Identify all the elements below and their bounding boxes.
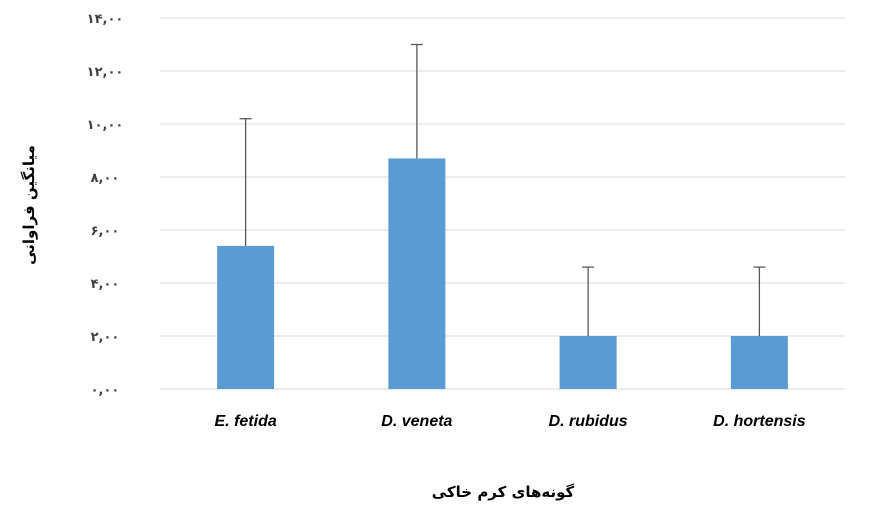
x-tick-labels: E. fetida D. veneta D. rubidus D. hortensis [215,413,806,430]
y-tick-label: ۱۲,۰۰ [87,65,124,80]
y-tick-label: ۱۴,۰۰ [87,12,124,27]
y-tick-label: ۶,۰۰ [91,224,120,239]
bars [217,158,788,389]
x-tick-label: E. fetida [215,413,277,430]
y-tick-label: ۱۰,۰۰ [87,118,124,133]
bar [388,158,446,389]
x-tick-label: D. rubidus [549,413,628,430]
x-tick-label: D. veneta [381,413,452,430]
y-tick-label: ۲,۰۰ [91,330,120,345]
bar [217,245,275,389]
bar [730,336,788,389]
x-axis-title: گونه‌های کرم خاکی [432,483,575,501]
bar [559,336,617,389]
y-axis-title: میانگین فراوانی [20,145,38,265]
y-tick-label: ۴,۰۰ [91,277,120,292]
y-tick-labels: ۰,۰۰ ۲,۰۰ ۴,۰۰ ۶,۰۰ ۸,۰۰ ۱۰,۰۰ ۱۲,۰۰ ۱۴,۰۰ [87,12,124,398]
y-tick-label: ۸,۰۰ [91,171,120,186]
gridlines [160,17,845,390]
x-tick-label: D. hortensis [713,413,806,430]
error-bars [239,43,766,336]
y-tick-label: ۰,۰۰ [91,383,120,398]
